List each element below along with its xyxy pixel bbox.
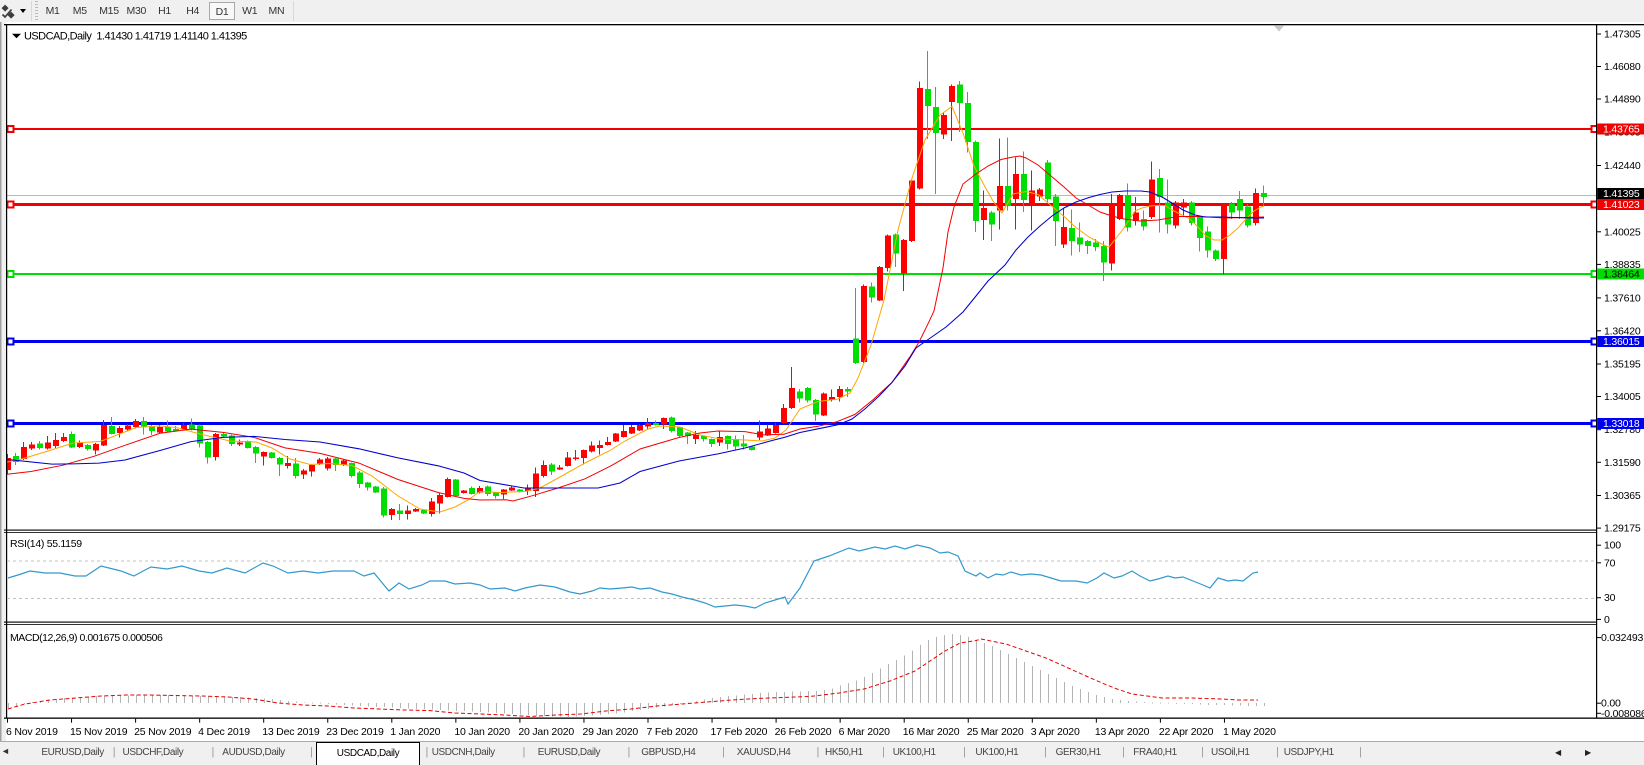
svg-text:29 Jan 2020: 29 Jan 2020 bbox=[582, 726, 638, 738]
svg-text:1.36420: 1.36420 bbox=[1604, 325, 1641, 337]
svg-text:1.35195: 1.35195 bbox=[1604, 359, 1641, 371]
svg-text:1.36015: 1.36015 bbox=[1603, 336, 1640, 348]
svg-text:1.44890: 1.44890 bbox=[1604, 94, 1641, 106]
svg-text:23 Dec 2019: 23 Dec 2019 bbox=[326, 726, 384, 738]
svg-text:1 May 2020: 1 May 2020 bbox=[1223, 726, 1276, 738]
svg-text:0.032493: 0.032493 bbox=[1601, 632, 1644, 644]
svg-text:1.41023: 1.41023 bbox=[1603, 199, 1640, 211]
svg-text:13 Apr 2020: 13 Apr 2020 bbox=[1095, 726, 1150, 738]
svg-text:6 Mar 2020: 6 Mar 2020 bbox=[839, 726, 890, 738]
svg-text:-0.008086: -0.008086 bbox=[1601, 708, 1644, 720]
svg-text:16 Mar 2020: 16 Mar 2020 bbox=[903, 726, 960, 738]
svg-text:26 Feb 2020: 26 Feb 2020 bbox=[775, 726, 832, 738]
svg-text:RSI(14) 55.1159: RSI(14) 55.1159 bbox=[10, 538, 82, 550]
svg-text:0: 0 bbox=[1604, 614, 1610, 626]
svg-text:4 Dec 2019: 4 Dec 2019 bbox=[198, 726, 250, 738]
svg-text:1.30365: 1.30365 bbox=[1604, 490, 1641, 502]
svg-text:1.38464: 1.38464 bbox=[1603, 269, 1640, 281]
svg-text:1.29175: 1.29175 bbox=[1604, 523, 1641, 535]
svg-text:1.34005: 1.34005 bbox=[1604, 391, 1641, 403]
svg-text:1 Jan 2020: 1 Jan 2020 bbox=[390, 726, 440, 738]
svg-text:15 Nov 2019: 15 Nov 2019 bbox=[70, 726, 128, 738]
svg-text:1.31590: 1.31590 bbox=[1604, 457, 1641, 469]
svg-text:MACD(12,26,9) 0.001675 0.00050: MACD(12,26,9) 0.001675 0.000506 bbox=[10, 632, 163, 644]
svg-text:1.37610: 1.37610 bbox=[1604, 292, 1641, 304]
svg-text:1.43765: 1.43765 bbox=[1603, 124, 1640, 136]
svg-text:22 Apr 2020: 22 Apr 2020 bbox=[1159, 726, 1214, 738]
svg-text:1.38835: 1.38835 bbox=[1604, 259, 1641, 271]
svg-text:1.41395: 1.41395 bbox=[1603, 188, 1640, 200]
svg-text:6 Nov 2019: 6 Nov 2019 bbox=[6, 726, 58, 738]
svg-text:1.40025: 1.40025 bbox=[1604, 226, 1641, 238]
svg-text:1.33018: 1.33018 bbox=[1603, 418, 1640, 430]
svg-text:20 Jan 2020: 20 Jan 2020 bbox=[518, 726, 574, 738]
svg-text:25 Nov 2019: 25 Nov 2019 bbox=[134, 726, 192, 738]
svg-text:1.47305: 1.47305 bbox=[1604, 29, 1641, 41]
svg-text:0.00: 0.00 bbox=[1601, 698, 1621, 710]
svg-text:3 Apr 2020: 3 Apr 2020 bbox=[1031, 726, 1080, 738]
svg-text:10 Jan 2020: 10 Jan 2020 bbox=[454, 726, 510, 738]
svg-text:13 Dec 2019: 13 Dec 2019 bbox=[262, 726, 320, 738]
svg-text:17 Feb 2020: 17 Feb 2020 bbox=[711, 726, 768, 738]
svg-text:25 Mar 2020: 25 Mar 2020 bbox=[967, 726, 1024, 738]
svg-text:1.42440: 1.42440 bbox=[1604, 160, 1641, 172]
svg-text:70: 70 bbox=[1604, 557, 1616, 569]
svg-text:100: 100 bbox=[1604, 540, 1621, 552]
svg-text:30: 30 bbox=[1604, 592, 1616, 604]
svg-text:7 Feb 2020: 7 Feb 2020 bbox=[647, 726, 698, 738]
svg-text:USDCAD,Daily 1.41430 1.41719: USDCAD,Daily 1.41430 1.41719 1.41140 1.4… bbox=[24, 30, 247, 42]
svg-text:1.46080: 1.46080 bbox=[1604, 61, 1641, 73]
